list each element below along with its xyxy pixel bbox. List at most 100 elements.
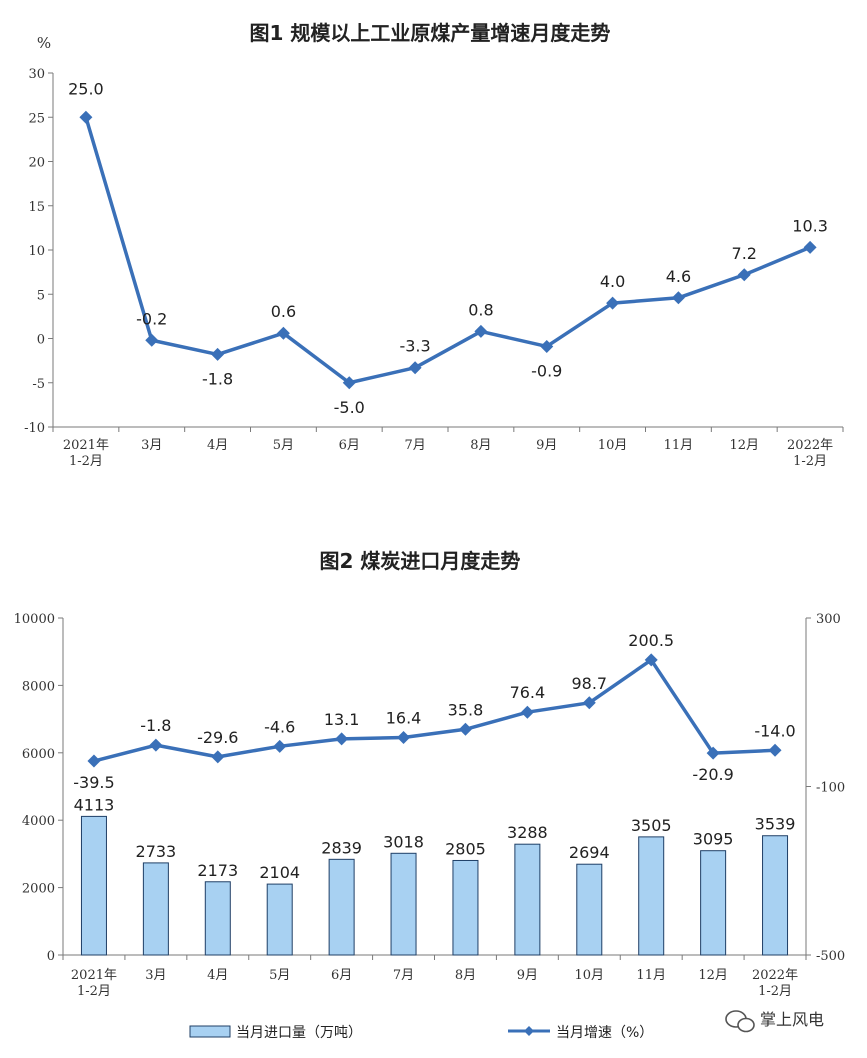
wechat-icon [725,1010,755,1033]
chart2-bar [762,835,789,956]
chart1-data-label: -1.8 [202,369,233,388]
chart2-title: 图2 煤炭进口月度走势 [320,549,521,573]
chart2-line-label: -14.0 [754,721,795,740]
chart2-y-tick-label: 0 [47,949,55,964]
chart1-y-tick-label: 5 [37,288,45,303]
chart1-data-label: -0.2 [136,309,167,328]
chart2-axes: 0 2000 4000 6000 8000 10000 -500 -100 300 2021年 1-… [14,612,846,999]
chart1-point [540,339,554,353]
chart2-point [520,705,534,719]
chart2-line-label: 16.4 [386,708,422,727]
chart1-x-tick-label: 8月 [470,438,491,453]
chart1-data-labels: 25.0 -0.2 -1.8 0.6 -5.0 -3.3 0.8 -0.9 4.0 4.6 7.2 1… [68,79,828,417]
chart1-series-line [84,116,811,385]
chart1-x-tick-label: 9月 [536,438,557,453]
chart2-bar-label: 3018 [383,832,424,851]
chart2-y-tick-label: 2000 [22,882,55,897]
chart1-point [606,296,620,310]
chart1-data-label: 7.2 [732,244,757,263]
chart2-line-label: 35.8 [448,700,484,719]
chart1-data-label: -0.9 [531,361,562,380]
chart2-point [397,730,411,744]
chart1-x-tick-label: 12月 [729,438,759,453]
legend-line-label: 当月增速（%） [556,1025,653,1041]
chart2-x-tick-label: 9月 [517,968,538,983]
chart2-bar [700,850,727,956]
chart2-legend: 当月进口量（万吨） 当月增速（%） [189,1025,653,1041]
chart1-y-tick-label: 25 [28,111,45,126]
chart1-data-label: 10.3 [792,216,828,235]
chart2-y2-tick-label: -100 [816,781,845,796]
chart1-point [211,347,225,361]
chart2-x-tick-label: 5月 [269,968,290,983]
chart2-line-label: -39.5 [73,773,114,792]
chart2-x-tick-label: 8月 [455,968,476,983]
chart1-data-label: -3.3 [399,337,430,356]
chart1-data-label: 4.6 [666,267,691,286]
chart2-bar [452,859,479,956]
chart2-y2-tick-label: 300 [816,612,841,627]
chart1-x-tick-label: 10月 [598,438,628,453]
chart2-y-tick-label: 8000 [22,679,55,694]
chart2-x-tick-label: 2022年 1-2月 [752,968,798,999]
chart1-x-tick-label: 3月 [141,438,162,453]
chart1-point [671,291,685,305]
chart2-y2-tick-label: -500 [816,949,845,964]
chart1-y-tick-label: -5 [32,377,45,392]
chart1-y-tick-label: 20 [28,156,45,171]
chart1-point [342,376,356,390]
chart1-data-label: 4.0 [600,272,625,291]
chart2-line-label: 200.5 [628,631,674,650]
chart1-y-tick-label: 0 [37,333,45,348]
legend-bar-swatch [189,1025,231,1038]
chart2-bar [576,863,603,956]
chart1-axes: -10 -5 0 5 10 15 20 25 30 2021年 1-2月 3月 4月 5月 6月 7月 8月 9月… [24,67,844,469]
chart2-point [768,743,782,757]
chart2: 图2 煤炭进口月度走势 0 2000 4000 6000 8000 10000 -500 -1… [14,549,846,1041]
chart1-title: 图1 规模以上工业原煤产量增速月度走势 [250,21,611,45]
chart1: 图1 规模以上工业原煤产量增速月度走势 % -10 -5 0 5 10 15 20 25 30 2… [24,21,844,469]
chart2-line-label: 13.1 [324,710,360,729]
chart2-y-tick-label: 10000 [14,612,55,627]
chart2-x-tick-label: 2021年 1-2月 [71,968,117,999]
chart2-point [149,738,163,752]
chart2-x-tick-label: 6月 [331,968,352,983]
chart2-bar [80,815,107,956]
chart1-point [737,268,751,282]
chart2-bar-label: 3539 [755,815,796,834]
chart2-bar-series [80,815,789,956]
chart1-x-tick-label: 4月 [207,438,228,453]
chart2-x-tick-label: 3月 [145,968,166,983]
chart2-line-label: 76.4 [510,683,546,702]
chart2-x-tick-label: 4月 [207,968,228,983]
chart2-bar-label: 3505 [631,816,672,835]
chart2-bar-label: 2694 [569,843,610,862]
chart2-bar-label: 2733 [136,842,177,861]
watermark-text: 掌上风电 [760,1010,824,1029]
chart2-bar-label: 2104 [259,863,300,882]
chart2-bar-label: 2805 [445,839,486,858]
chart2-bar-label: 4113 [74,795,115,814]
chart1-line-series [79,110,817,390]
chart2-bar [514,843,541,956]
watermark: 掌上风电 [725,1010,824,1033]
chart2-bar-label: 3095 [693,830,734,849]
chart1-x-tick-label: 6月 [339,438,360,453]
chart2-point [582,696,596,710]
chart2-point [335,732,349,746]
chart1-point [408,361,422,375]
chart2-x-tick-label: 11月 [636,968,666,983]
chart2-series-line [93,658,776,763]
chart1-data-label: -5.0 [334,398,365,417]
chart1-point [276,326,290,340]
chart1-y-tick-label: 15 [28,200,45,215]
chart2-point [211,750,225,764]
chart1-data-label: 0.6 [271,302,296,321]
chart2-point [644,653,658,667]
chart2-line-label: 98.7 [571,674,607,693]
chart1-y-tick-label: 30 [28,67,45,82]
chart2-point [87,754,101,768]
chart1-yaxis-unit: % [37,34,51,52]
legend-line-marker [524,1026,534,1036]
